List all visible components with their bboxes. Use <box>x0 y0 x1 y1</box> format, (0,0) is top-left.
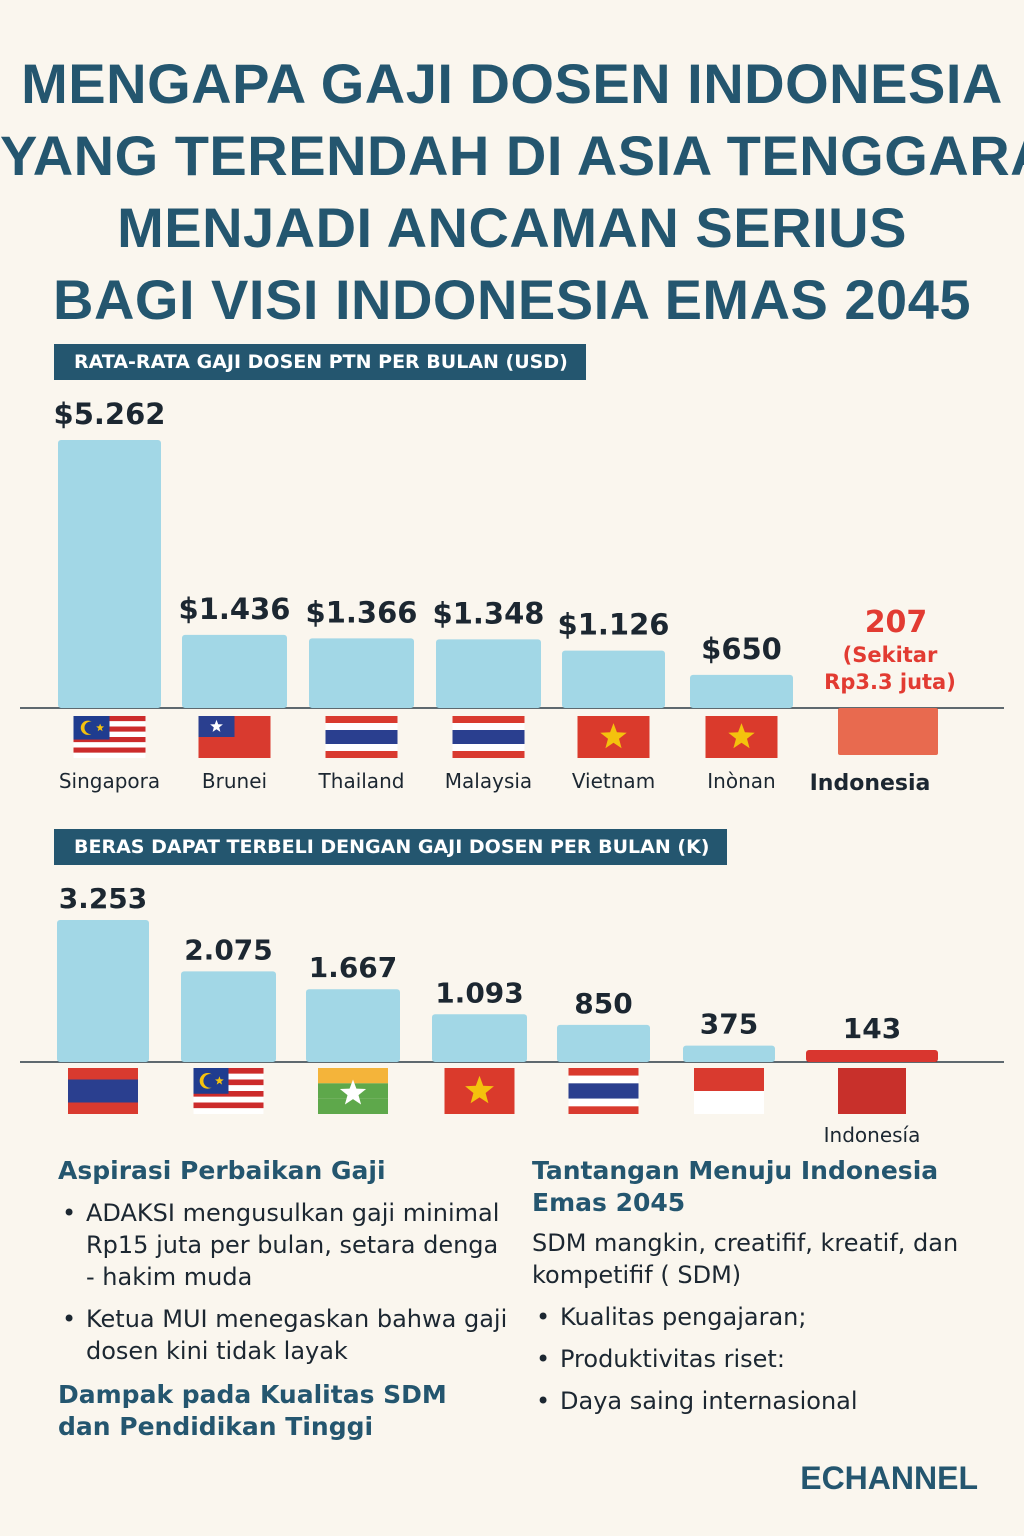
malaysia-flag-icon <box>73 716 146 758</box>
bar <box>58 440 161 708</box>
chart1-title: RATA-RATA GAJI DOSEN PTN PER BULAN (USD) <box>54 344 586 380</box>
bar <box>432 1014 527 1062</box>
category-label: Brunei <box>202 769 267 793</box>
value-label: 1.093 <box>435 976 524 1009</box>
category-label: Inònan <box>707 769 775 793</box>
title-line: YANG TERENDAH DI ASIA TENGGARA <box>0 124 1024 187</box>
thailand-flag-icon <box>568 1068 639 1114</box>
list-item: Produktivitas riset: <box>532 1343 992 1375</box>
thailand-flag-icon <box>325 716 398 758</box>
bar <box>181 971 276 1062</box>
plain-red-flag-icon <box>838 1068 906 1114</box>
value-label: $1.366 <box>306 595 418 629</box>
challenge-list: Kualitas pengajaran; Produktivitas riset… <box>532 1301 992 1417</box>
salary-chart: $5.262 Singapora $1.436 Brunei $1.366 Thailan… <box>20 397 1004 796</box>
category-label: Vietnam <box>572 769 655 793</box>
category-label: Singapora <box>59 769 160 793</box>
title-line: BAGI VISI INDONESIA EMAS 2045 <box>53 268 971 331</box>
value-label: 143 <box>843 1012 901 1045</box>
value-label: 207 <box>865 605 928 640</box>
list-item: Kualitas pengajaran; <box>532 1301 992 1333</box>
vietnam-flag-icon <box>705 716 778 758</box>
left-column: Aspirasi Perbaikan Gaji ADAKSI mengusulk… <box>58 1155 508 1443</box>
indonesia-flag-icon <box>694 1068 764 1114</box>
aspiration-list: ADAKSI mengusulkan gaji minimal Rp15 jut… <box>58 1197 508 1367</box>
value-label: 375 <box>700 1008 758 1041</box>
challenge-intro: SDM mangkin, creatifif, kreatif, dan kom… <box>532 1229 959 1289</box>
bar <box>690 674 793 708</box>
bar <box>436 639 541 708</box>
right-column: Tantangan Menuju Indonesia Emas 2045 SDM… <box>532 1155 992 1417</box>
highlight-note: (Sekitar <box>843 643 938 667</box>
highlight-note: Rp3.3 juta) <box>824 670 956 694</box>
category-label: Malaysia <box>445 769 532 793</box>
bar <box>806 1050 938 1062</box>
taiwan-flag-icon <box>198 716 271 758</box>
vietnam-flag-icon <box>577 716 650 758</box>
rice-chart: 3.253 2.075 1.667 1.093 850 375 143 Indonesía <box>20 882 1004 1147</box>
bar <box>557 1024 650 1062</box>
impact-heading: Dampak pada Kualitas SDM dan Pendidikan … <box>58 1380 447 1441</box>
vietnam-flag-icon <box>444 1068 515 1114</box>
category-label: Indonesía <box>824 1123 921 1147</box>
value-label: $1.436 <box>179 592 291 626</box>
title-line: MENGAPA GAJI DOSEN INDONESIA <box>21 52 1003 115</box>
thailand-flag-icon <box>452 716 525 758</box>
malaysia-flag-icon <box>193 1068 264 1114</box>
list-item: ADAKSI mengusulkan gaji minimal Rp15 jut… <box>58 1197 508 1293</box>
value-label: $5.262 <box>54 397 166 431</box>
myanmar-flag-icon <box>318 1068 388 1114</box>
bar <box>562 650 665 708</box>
brand-logo: ECHANNEL <box>800 1460 978 1496</box>
page-title: MENGAPA GAJI DOSEN INDONESIA YANG TEREND… <box>0 48 1024 336</box>
bar <box>57 920 149 1062</box>
laos-flag-icon <box>68 1068 138 1114</box>
category-label: Thailand <box>318 769 405 793</box>
value-label: $650 <box>701 632 782 666</box>
value-label: 1.667 <box>309 951 398 984</box>
value-label: $1.126 <box>558 608 670 642</box>
value-label: 850 <box>574 987 632 1020</box>
highlight-flag <box>838 708 938 755</box>
bar <box>306 989 400 1062</box>
value-label: 2.075 <box>184 933 273 966</box>
challenge-heading: Tantangan Menuju Indonesia Emas 2045 <box>532 1156 939 1217</box>
title-line: MENJADI ANCAMAN SERIUS <box>117 196 907 259</box>
list-item: Daya saing internasional <box>532 1385 992 1417</box>
aspiration-heading: Aspirasi Perbaikan Gaji <box>58 1156 386 1185</box>
bar <box>182 634 287 708</box>
value-label: 3.253 <box>59 882 148 915</box>
category-label: Indonesia <box>810 771 931 796</box>
bar <box>309 638 414 708</box>
list-item: Ketua MUI menegaskan bahwa gaji dosen ki… <box>58 1303 508 1367</box>
chart2-title: BERAS DAPAT TERBELI DENGAN GAJI DOSEN PE… <box>54 829 728 865</box>
value-label: $1.348 <box>433 596 545 630</box>
bar <box>683 1045 775 1062</box>
